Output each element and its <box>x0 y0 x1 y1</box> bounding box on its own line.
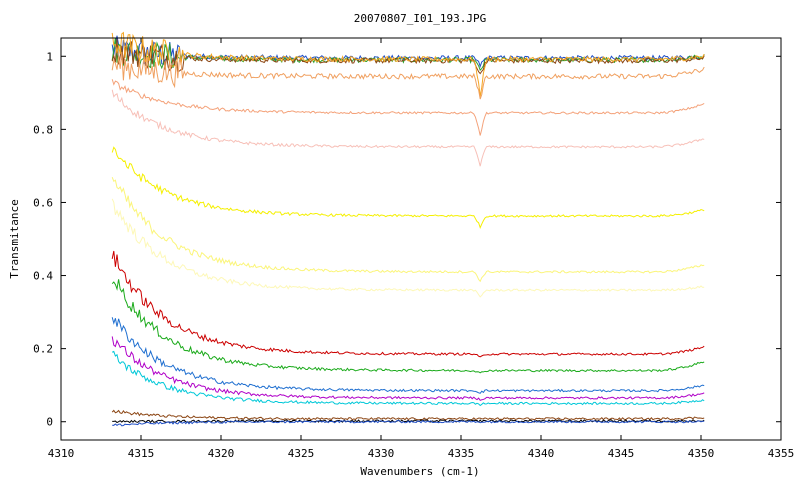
series-line-8 <box>111 176 705 283</box>
series-line-14 <box>111 350 705 407</box>
y-tick-label: 0 <box>46 416 53 429</box>
x-tick-label: 4315 <box>128 447 155 460</box>
x-axis-label: Wavenumbers (cm-1) <box>360 465 479 478</box>
series-line-5 <box>111 79 705 136</box>
y-tick-label: 0.8 <box>33 123 53 136</box>
series-line-0 <box>111 35 705 68</box>
series-line-17 <box>112 419 705 427</box>
series-line-6 <box>111 89 705 167</box>
series-line-3 <box>111 31 705 97</box>
series-layer <box>111 31 705 427</box>
series-line-9 <box>111 198 705 298</box>
series-line-13 <box>111 336 705 401</box>
x-tick-label: 4345 <box>608 447 635 460</box>
series-line-4 <box>111 51 705 100</box>
x-tick-label: 4310 <box>48 447 75 460</box>
series-line-7 <box>111 146 705 230</box>
x-tick-label: 4325 <box>288 447 315 460</box>
series-line-12 <box>111 317 705 394</box>
series-line-10 <box>111 250 705 358</box>
plot-frame <box>60 37 782 441</box>
x-tick-label: 4335 <box>448 447 475 460</box>
x-tick-label: 4355 <box>768 447 795 460</box>
y-tick-label: 0.4 <box>33 270 53 283</box>
y-tick-label: 0.6 <box>33 196 53 209</box>
series-line-15 <box>111 409 705 421</box>
series-line-2 <box>111 39 705 75</box>
series-line-1 <box>111 37 705 71</box>
y-tick-label: 0.2 <box>33 343 53 356</box>
axis-ticks: 4310 4315 4320 4325 4330 4335 4340 4345 4350 4355… <box>33 38 794 460</box>
series-line-11 <box>111 279 705 374</box>
x-tick-label: 4330 <box>368 447 395 460</box>
x-tick-label: 4350 <box>688 447 715 460</box>
chart-title: 20070807_I01_193.JPG <box>354 12 486 25</box>
y-tick-label: 1 <box>46 50 53 63</box>
x-tick-label: 4320 <box>208 447 235 460</box>
y-axis-label: Transmitance <box>8 199 21 278</box>
x-tick-label: 4340 <box>528 447 555 460</box>
